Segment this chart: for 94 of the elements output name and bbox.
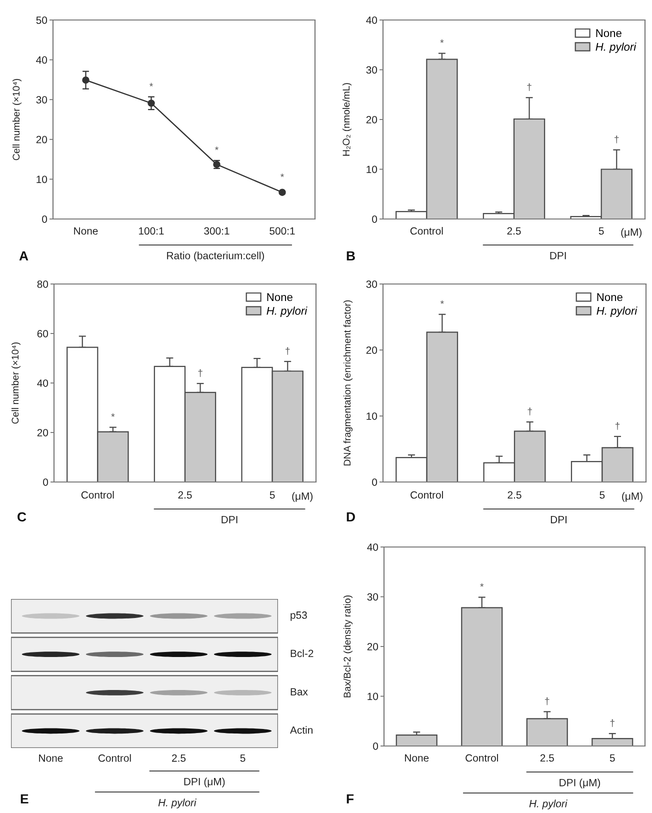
- annotation: †: [527, 83, 532, 92]
- annotation: †: [615, 422, 620, 430]
- y-tick-label: 0: [372, 478, 378, 486]
- point: [278, 188, 286, 196]
- y-tick-label: 40: [36, 56, 48, 64]
- y-axis-title: Bax/Bcl-2 (density ratio): [343, 596, 353, 698]
- y-tick-label: 10: [36, 176, 48, 184]
- text: F: [346, 794, 354, 804]
- x-tick-label: Control: [81, 491, 114, 499]
- y-tick-label: 40: [367, 544, 378, 551]
- x-tick-label: Control: [410, 227, 443, 235]
- y-tick-label: 30: [366, 280, 378, 288]
- y-axis-title: Cell number (×10⁴): [11, 342, 21, 424]
- y-tick-label: 0: [373, 742, 378, 750]
- y-tick-label: 10: [366, 166, 378, 174]
- annotation: *: [215, 146, 218, 150]
- annotation: *: [480, 583, 484, 587]
- x-tick-label: 5: [270, 491, 275, 499]
- x-tick-label: 5: [610, 754, 615, 762]
- y-tick-label: 20: [36, 136, 48, 144]
- legend-label: H. pylori: [596, 42, 636, 53]
- point: [82, 76, 90, 84]
- bar: [592, 738, 634, 746]
- annotation: †: [286, 347, 290, 355]
- annotation: *: [440, 39, 444, 43]
- annotation: †: [614, 136, 619, 144]
- legend-label: None: [267, 293, 292, 302]
- y-tick-label: 20: [37, 429, 48, 436]
- category-label: p53: [290, 611, 307, 621]
- x-tick-label: 2.5: [508, 491, 522, 499]
- text: DPI (μM): [560, 778, 600, 788]
- y-tick-label: 20: [366, 346, 378, 354]
- y-tick-label: 20: [367, 643, 378, 650]
- y-tick-label: 40: [37, 380, 48, 387]
- y-tick-label: 30: [366, 66, 378, 74]
- text: DPI (μM): [184, 778, 225, 788]
- legend-label: None: [596, 29, 622, 38]
- x-tick-label: 300:1: [204, 227, 230, 235]
- legend-label: H. pylori: [266, 306, 308, 317]
- y-tick-label: 60: [37, 330, 48, 338]
- x-axis-title: H. pylori: [529, 800, 568, 810]
- text: E: [20, 794, 28, 804]
- annotation: †: [528, 408, 532, 416]
- y-axis-title: H₂O₂ (nmole/mL): [342, 83, 352, 156]
- annotation: †: [545, 697, 550, 706]
- y-tick-label: 50: [36, 16, 48, 24]
- text: D: [346, 512, 355, 522]
- category-label: Actin: [290, 726, 312, 734]
- x-axis-title: DPI: [222, 516, 238, 524]
- x-tick-label: Control: [410, 491, 443, 499]
- annotation: *: [440, 300, 444, 304]
- point: [148, 100, 155, 107]
- y-axis-title: DNA fragmentation (enrichment factor): [343, 300, 353, 466]
- x-tick-label: 2.5: [507, 227, 521, 235]
- category-label: Bax: [290, 688, 308, 696]
- x-tick-label: 100:1: [139, 227, 164, 235]
- y-tick-label: 30: [36, 96, 48, 104]
- y-tick-label: 10: [368, 692, 378, 700]
- x-tick-label: 500:1: [270, 227, 295, 235]
- y-tick-label: 0: [42, 216, 48, 223]
- annotation: *: [150, 82, 153, 86]
- text: H. pylori: [158, 798, 196, 808]
- text: (μM): [621, 228, 642, 238]
- x-axis-title: DPI: [550, 516, 566, 524]
- x-tick-label: 2.5: [178, 491, 192, 499]
- y-tick-label: 30: [367, 593, 378, 601]
- x-tick-label: Control: [466, 754, 498, 762]
- legend-label: H. pylori: [596, 306, 638, 317]
- annotation: †: [610, 719, 614, 728]
- text: C: [18, 512, 26, 522]
- y-tick-label: 0: [43, 478, 48, 486]
- y-axis-title: Cell number (×10⁴): [12, 78, 22, 160]
- x-tick-label: 5: [600, 491, 605, 499]
- y-tick-label: 80: [37, 280, 48, 288]
- y-tick-label: 10: [366, 412, 378, 420]
- y-tick-label: 0: [372, 216, 378, 223]
- text: B: [346, 251, 355, 260]
- text: A: [19, 251, 28, 260]
- text: (μM): [622, 492, 642, 502]
- x-axis-title: DPI: [550, 252, 566, 260]
- y-tick-label: 40: [366, 16, 378, 24]
- x-tick-label: None: [405, 754, 429, 762]
- annotation: *: [111, 413, 115, 417]
- bar: [396, 734, 438, 746]
- legend-label: None: [597, 293, 622, 302]
- y-tick-label: 20: [366, 116, 378, 124]
- annotation: *: [280, 174, 284, 177]
- category-label: Bcl-2: [290, 649, 314, 658]
- annotation: †: [198, 369, 202, 377]
- text: (μM): [292, 492, 313, 502]
- x-tick-label: 5: [598, 227, 604, 235]
- x-tick-label: 2.5: [540, 754, 554, 762]
- x-axis-title: Ratio (bacterium:cell): [167, 252, 264, 262]
- x-tick-label: None: [74, 227, 98, 235]
